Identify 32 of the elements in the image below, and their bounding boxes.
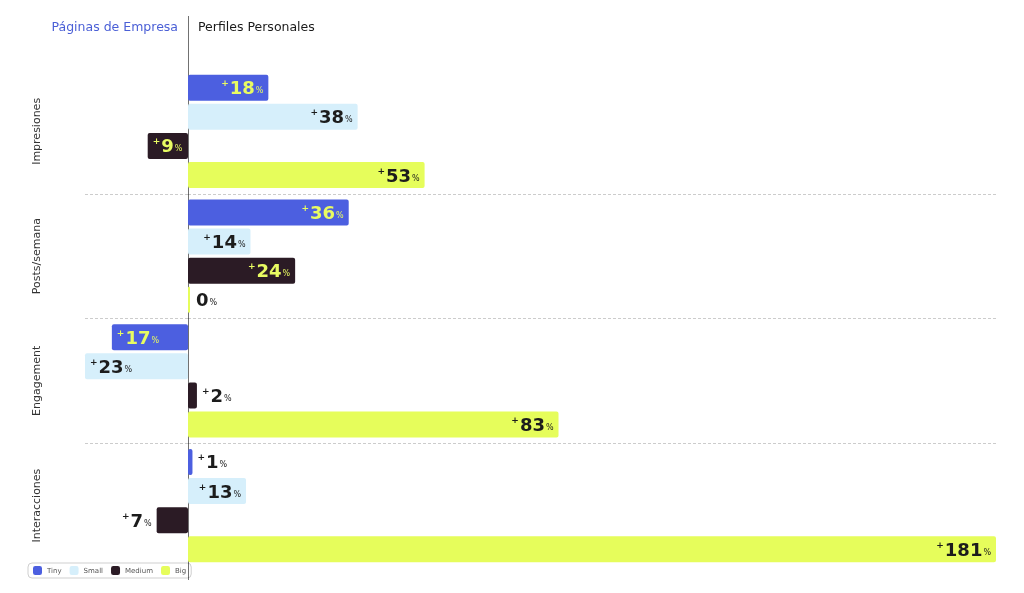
y-tick-label: Engagement: [30, 345, 43, 416]
bar: [187, 411, 559, 438]
chart-title: Páginas de Empresa: [51, 19, 179, 34]
data-label: +24%: [247, 260, 291, 282]
bar: [187, 103, 358, 130]
data-label: +9%: [152, 135, 183, 157]
data-label: +1%: [197, 451, 228, 473]
bar: [187, 448, 193, 475]
bar: [187, 162, 425, 189]
bar: [187, 382, 197, 409]
data-label: +83%: [511, 414, 554, 436]
data-label: +181%: [935, 538, 992, 560]
bar: [187, 199, 349, 226]
data-label: +36%: [301, 201, 344, 223]
data-label: +2%: [201, 384, 232, 406]
y-tick-label: Posts/semana: [30, 218, 43, 295]
bar: [187, 536, 996, 563]
y-tick-label: Impresiones: [30, 97, 43, 165]
y-tick-label: Interacciones: [30, 468, 43, 543]
data-label: +38%: [310, 106, 353, 128]
data-label: +14%: [203, 231, 246, 253]
bar: [187, 257, 295, 284]
bar: [85, 353, 188, 380]
chart-title: Perfiles Personales: [197, 19, 315, 34]
data-label: +7%: [121, 509, 153, 531]
data-label: +23%: [90, 355, 133, 377]
data-label: +17%: [116, 326, 160, 348]
data-label: 0%: [195, 289, 218, 311]
bar: [156, 507, 188, 534]
data-label: +53%: [377, 164, 420, 186]
data-label: +13%: [198, 480, 242, 502]
data-label: +18%: [220, 77, 264, 99]
